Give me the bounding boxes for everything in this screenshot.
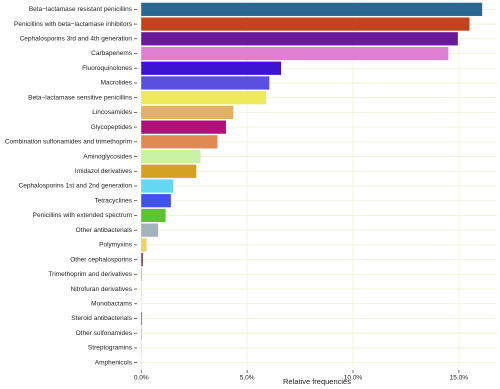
y-tick-label: Macrolides [101, 80, 133, 87]
y-tick-label: Polymyxins [99, 242, 133, 249]
x-tick-label: 5.0% [240, 375, 255, 382]
bar [141, 164, 197, 178]
x-tick-label: 10.0% [344, 375, 363, 382]
y-tick-label: Beta−lactamase resistant penicillins [29, 6, 133, 13]
x-tick-label: 15.0% [450, 375, 469, 382]
y-tick-label: Carbapenems [91, 50, 133, 57]
y-tick-label: Steroid antibacterials [71, 315, 132, 322]
y-tick-label: Other sulfonamides [76, 330, 133, 337]
y-tick-label: Other cephalosporins [70, 256, 133, 263]
bar [141, 311, 143, 326]
y-tick-label: Glycopeptides [91, 124, 133, 131]
bar [141, 252, 143, 267]
y-tick-label: Beta−lactamase sensitive penicillins [28, 94, 133, 101]
y-tick-label: Nitrofuran derivatives [71, 286, 133, 293]
x-axis-label: Relative frequencies [283, 377, 351, 386]
bar [141, 105, 234, 120]
bar [141, 326, 142, 340]
bar [141, 238, 147, 252]
bar [141, 208, 166, 223]
bar [141, 32, 458, 46]
y-tick-label: Penicillins with extended spectrum [33, 212, 132, 219]
y-tick-label: Cephalosporins 1st and 2nd generation [19, 183, 133, 190]
y-tick-label: Imidazol derivatives [75, 168, 133, 175]
x-tick-label: 0.0% [134, 375, 149, 382]
bar [141, 179, 173, 193]
bar [141, 91, 267, 105]
y-tick-label: Combination sulfonamides and trimethopri… [5, 139, 132, 146]
y-tick-label: Trimethoprim and derivatives [48, 271, 132, 278]
y-tick-label: Amphenicols [95, 359, 133, 366]
bar [141, 2, 483, 16]
bar [141, 135, 218, 149]
bar [141, 76, 270, 90]
y-tick-label: Aminoglycosides [83, 153, 133, 160]
y-tick-label: Monobactams [91, 300, 133, 307]
y-tick-label: Lincosamides [92, 109, 132, 116]
y-tick-label: Streptogramins [88, 345, 133, 352]
y-tick-label: Other antibacterials [76, 227, 133, 234]
bar [141, 267, 143, 281]
bar [141, 61, 281, 75]
bar [141, 149, 201, 164]
y-tick-label: Penicillins with beta−lactamase inhibito… [14, 21, 133, 28]
bar [141, 223, 159, 237]
bar [141, 46, 449, 61]
bar [141, 17, 470, 31]
y-tick-label: Cephalosporins 3rd and 4th generation [20, 36, 133, 43]
bar [141, 120, 226, 134]
y-tick-label: Fluoroquinolones [82, 65, 133, 72]
y-tick-label: Tetracyclines [94, 197, 132, 204]
bar [141, 194, 171, 208]
